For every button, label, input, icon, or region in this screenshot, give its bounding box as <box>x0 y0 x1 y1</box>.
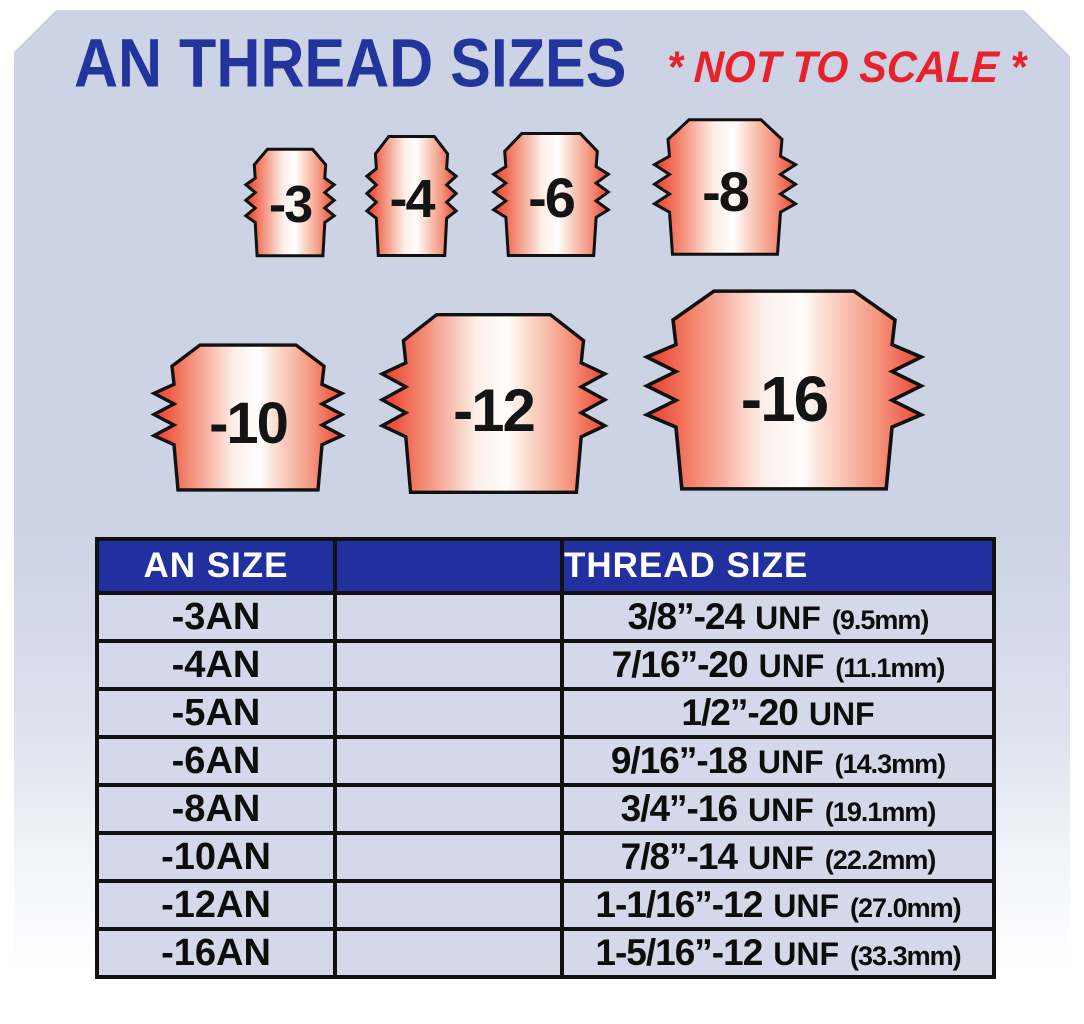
thread-size-table: AN SIZE THREAD SIZE -3AN 3/8”-24 UNF (9.5m… <box>95 537 996 979</box>
fitting-illustration-3: -3 <box>243 147 337 258</box>
thread-metric: (9.5mm) <box>831 605 930 635</box>
thread-metric: (33.3mm) <box>850 941 962 971</box>
thread-standard: UNF <box>773 936 840 972</box>
thread-size-cell: 1/2”-20 UNF <box>560 687 996 739</box>
an-size-cell: -6AN <box>95 735 337 787</box>
blank-cell <box>333 783 564 835</box>
fitting-shape-icon <box>650 117 800 257</box>
blank-cell <box>333 879 564 931</box>
thread-dimension: 7/8”-14 <box>620 836 738 877</box>
thread-standard: UNF <box>755 600 821 636</box>
table-row: -8AN 3/4”-16 UNF (19.1mm) <box>95 783 996 835</box>
blank-cell <box>333 831 564 883</box>
fitting-label: -8 <box>702 159 750 223</box>
not-to-scale-note: * NOT TO SCALE * <box>665 42 1028 92</box>
thread-size-cell: 3/4”-16 UNF (19.1mm) <box>560 783 996 835</box>
fitting-shape-icon <box>243 147 337 258</box>
table-row: -6AN 9/16”-18 UNF (14.3mm) <box>95 735 996 787</box>
thread-size-cell: 3/8”-24 UNF (9.5mm) <box>560 591 996 643</box>
table-row: -12AN 1-1/16”-12 UNF (27.0mm) <box>95 879 996 931</box>
fitting-illustration-12: -12 <box>375 311 612 496</box>
fitting-shape-icon <box>375 311 612 496</box>
fitting-label: -12 <box>453 376 536 444</box>
table-row: -4AN 7/16”-20 UNF (11.1mm) <box>95 639 996 691</box>
thread-standard: UNF <box>748 840 814 876</box>
an-size-cell: -8AN <box>95 783 337 835</box>
an-size-cell: -5AN <box>95 687 337 739</box>
table-row: -10AN 7/8”-14 UNF (22.2mm) <box>95 831 996 883</box>
an-size-cell: -4AN <box>95 639 337 691</box>
an-size-cell: -16AN <box>95 927 337 979</box>
thread-dimension: 1-1/16”-12 <box>595 884 763 925</box>
an-size-cell: -3AN <box>95 591 337 643</box>
table-header-row: AN SIZE THREAD SIZE <box>95 537 996 595</box>
fitting-illustration-4: -4 <box>364 134 459 258</box>
header-thread-size: THREAD SIZE <box>560 537 996 595</box>
thread-metric: (11.1mm) <box>835 653 945 683</box>
thread-size-cell: 1-5/16”-12 UNF (33.3mm) <box>560 927 996 979</box>
thread-standard: UNF <box>758 648 825 684</box>
thread-metric: (22.2mm) <box>824 845 937 875</box>
thread-standard: UNF <box>757 744 824 780</box>
table-row: -3AN 3/8”-24 UNF (9.5mm) <box>95 591 996 643</box>
header-an-size: AN SIZE <box>95 537 337 595</box>
thread-standard: UNF <box>773 888 840 924</box>
table-row: -16AN 1-5/16”-12 UNF (33.3mm) <box>95 927 996 979</box>
fitting-illustration-10: -10 <box>148 342 348 493</box>
thread-dimension: 3/8”-24 <box>627 596 745 637</box>
thread-size-cell: 7/8”-14 UNF (22.2mm) <box>560 831 996 883</box>
fitting-shape-icon <box>490 131 612 258</box>
thread-size-cell: 9/16”-18 UNF (14.3mm) <box>560 735 996 787</box>
fitting-shape-icon <box>364 134 459 258</box>
fitting-label: -16 <box>740 362 830 435</box>
blank-cell <box>333 591 564 643</box>
thread-metric: (19.1mm) <box>824 797 937 827</box>
header-middle-blank <box>333 537 564 595</box>
fitting-shape-icon <box>638 287 930 493</box>
thread-dimension: 1/2”-20 <box>681 692 798 733</box>
an-size-cell: -12AN <box>95 879 337 931</box>
thread-dimension: 9/16”-18 <box>610 740 748 781</box>
blank-cell <box>333 687 564 739</box>
fitting-illustration-8: -8 <box>650 117 800 257</box>
an-size-cell: -10AN <box>95 831 337 883</box>
thread-size-cell: 1-1/16”-12 UNF (27.0mm) <box>560 879 996 931</box>
thread-standard: UNF <box>808 696 875 732</box>
blank-cell <box>333 639 564 691</box>
page-title: AN THREAD SIZES <box>74 25 627 102</box>
fitting-label: -10 <box>209 390 289 456</box>
thread-dimension: 1-5/16”-12 <box>595 932 763 973</box>
fitting-illustration-16: -16 <box>638 287 930 493</box>
table-row: -5AN 1/2”-20 UNF <box>95 687 996 739</box>
fitting-illustration-6: -6 <box>490 131 612 258</box>
thread-size-cell: 7/16”-20 UNF (11.1mm) <box>560 639 996 691</box>
fitting-label: -3 <box>268 176 313 235</box>
fitting-label: -4 <box>389 168 435 229</box>
fitting-shape-icon <box>148 342 348 493</box>
thread-dimension: 3/4”-16 <box>620 788 738 829</box>
thread-metric: (14.3mm) <box>834 749 947 779</box>
thread-standard: UNF <box>748 792 814 828</box>
fitting-label: -6 <box>528 166 576 230</box>
blank-cell <box>333 927 564 979</box>
thread-dimension: 7/16”-20 <box>611 644 749 685</box>
thread-metric: (27.0mm) <box>850 893 962 923</box>
blank-cell <box>333 735 564 787</box>
